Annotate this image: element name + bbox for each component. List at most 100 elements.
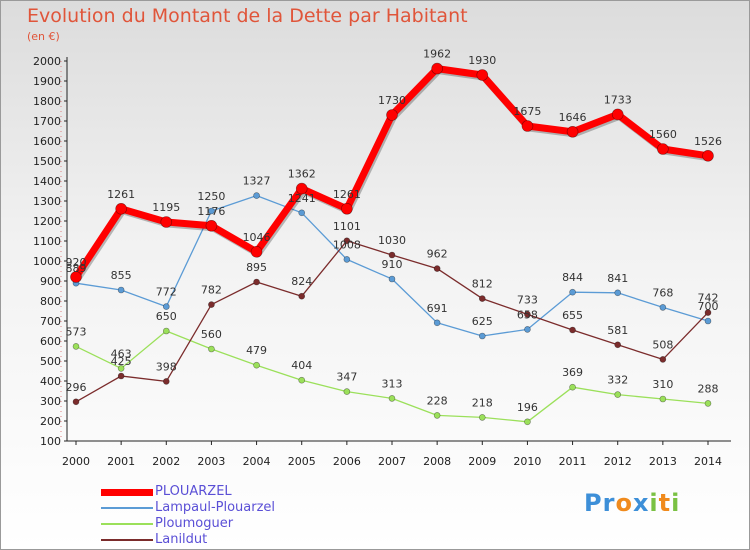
data-point <box>433 319 441 327</box>
y-tick-label: 200 <box>40 415 61 428</box>
data-point <box>614 391 622 398</box>
data-point <box>70 271 82 283</box>
data-label: 844 <box>562 271 583 284</box>
data-label: 288 <box>698 382 719 395</box>
logo-letter: P <box>584 489 603 517</box>
data-point <box>162 327 170 335</box>
data-label: 573 <box>66 325 87 338</box>
data-label: 700 <box>698 300 719 313</box>
data-label: 310 <box>652 378 673 391</box>
data-label: 742 <box>698 292 719 305</box>
data-label: 1030 <box>378 234 406 247</box>
data-label: 1261 <box>107 188 135 201</box>
data-point <box>659 356 667 363</box>
logo-letter: o <box>615 489 633 517</box>
y-tick-label: 800 <box>40 295 61 308</box>
legend-swatch <box>101 507 153 509</box>
y-tick-label: 600 <box>40 335 61 348</box>
y-tick-label: 1900 <box>33 75 61 88</box>
data-point <box>298 292 306 300</box>
x-tick-label: 2010 <box>513 455 541 468</box>
y-tick-label: 1000 <box>33 255 61 268</box>
data-label: 691 <box>427 302 448 315</box>
data-point <box>704 317 712 325</box>
legend-label: Lanildut <box>155 532 208 547</box>
data-label: 1101 <box>333 220 361 233</box>
x-tick-label: 2002 <box>152 455 180 468</box>
data-label: 398 <box>156 360 177 373</box>
data-point <box>115 203 127 215</box>
data-label: 1646 <box>559 111 587 124</box>
data-point <box>208 301 215 308</box>
legend-label: Lampaul-Plouarzel <box>155 500 276 515</box>
data-label: 196 <box>517 401 538 414</box>
data-point <box>341 203 353 215</box>
data-label: 841 <box>607 272 628 285</box>
x-tick-label: 2014 <box>694 455 722 468</box>
legend-swatch <box>101 489 153 496</box>
data-label: 772 <box>156 286 177 299</box>
data-label: 560 <box>201 328 222 341</box>
logo-letter: i <box>671 489 681 517</box>
data-point <box>659 395 667 403</box>
data-label: 1362 <box>288 168 316 181</box>
data-point <box>614 289 622 297</box>
data-point <box>478 332 486 340</box>
data-label: 920 <box>66 256 87 269</box>
y-tick-label: 1200 <box>33 215 61 228</box>
data-label: 733 <box>517 293 538 306</box>
data-point <box>478 414 486 421</box>
data-point <box>298 209 306 217</box>
y-tick-label: 1700 <box>33 115 61 128</box>
data-label: 655 <box>562 309 583 322</box>
data-label: 296 <box>66 381 87 394</box>
data-point <box>702 150 714 162</box>
data-point <box>433 412 441 419</box>
data-label: 1733 <box>604 93 632 106</box>
logo-letter: x <box>632 489 650 517</box>
data-label: 1241 <box>288 192 316 205</box>
x-tick-label: 2008 <box>423 455 451 468</box>
data-point <box>253 361 260 369</box>
data-point <box>704 400 712 407</box>
data-label: 479 <box>246 344 267 357</box>
data-label: 347 <box>336 371 357 384</box>
x-tick-label: 2005 <box>288 455 316 468</box>
data-label: 1176 <box>197 205 225 218</box>
data-point <box>162 378 170 385</box>
logo-letter: r <box>602 489 616 517</box>
data-label: 1962 <box>423 48 451 61</box>
y-tick-label: 900 <box>40 275 61 288</box>
proxiti-logo: Proxiti <box>584 489 680 517</box>
data-point <box>659 304 667 311</box>
data-label: 824 <box>291 275 312 288</box>
data-point <box>162 303 170 310</box>
data-label: 768 <box>652 286 673 299</box>
data-label: 581 <box>607 324 628 337</box>
chart-unit-label: (en €) <box>27 30 60 43</box>
legend-label: PLOUARZEL <box>155 484 232 499</box>
data-point <box>298 376 306 384</box>
data-label: 425 <box>111 355 132 368</box>
y-tick-label: 1600 <box>33 135 61 148</box>
y-tick-label: 400 <box>40 375 61 388</box>
data-label: 895 <box>246 261 267 274</box>
y-tick-label: 300 <box>40 395 61 408</box>
data-point <box>569 383 576 391</box>
data-label: 1195 <box>152 201 180 214</box>
y-tick-label: 100 <box>40 435 61 448</box>
x-tick-label: 2003 <box>197 455 225 468</box>
data-point <box>250 246 263 258</box>
data-point <box>388 251 396 259</box>
data-point <box>72 343 80 350</box>
data-point <box>117 365 125 372</box>
data-label: 1327 <box>243 175 271 188</box>
data-point <box>657 143 669 155</box>
data-label: 404 <box>291 359 312 372</box>
data-point <box>117 286 125 294</box>
data-point <box>343 237 351 245</box>
data-label: 228 <box>427 394 448 407</box>
x-tick-label: 2000 <box>62 455 90 468</box>
data-point <box>295 182 308 195</box>
